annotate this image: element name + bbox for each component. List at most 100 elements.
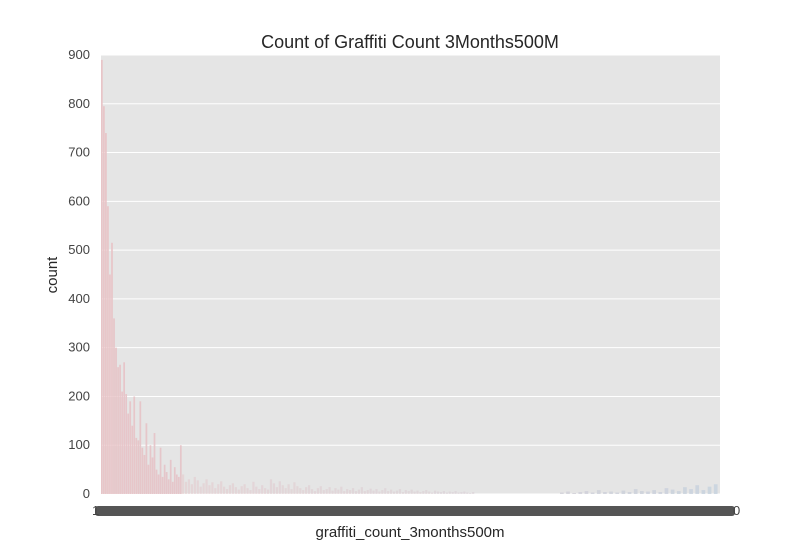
bar: [173, 467, 176, 494]
bar: [695, 485, 700, 494]
bar: [436, 491, 440, 494]
bar: [416, 490, 419, 494]
y-axis-label: count: [44, 256, 61, 294]
bar: [621, 490, 626, 494]
bar: [363, 491, 366, 494]
bar: [175, 474, 178, 494]
y-tick-label: 400: [68, 291, 90, 306]
bar: [147, 464, 150, 494]
bar: [167, 479, 170, 494]
bar: [141, 447, 144, 494]
bar: [413, 491, 416, 494]
bar: [121, 391, 123, 494]
bar: [127, 413, 130, 494]
bar: [269, 479, 273, 494]
bar: [261, 485, 264, 494]
bar: [199, 486, 202, 494]
bar: [670, 489, 675, 494]
bar: [401, 492, 404, 494]
bar: [407, 491, 410, 494]
bar: [275, 487, 278, 494]
bar: [442, 491, 445, 494]
bar: [328, 487, 331, 494]
bar: [566, 491, 570, 494]
bar: [109, 274, 111, 494]
bar: [584, 491, 589, 494]
bar: [157, 474, 160, 494]
bar: [646, 491, 650, 494]
bar: [398, 489, 402, 494]
bar: [392, 491, 396, 494]
bar: [609, 491, 613, 494]
bar: [640, 491, 644, 494]
bar: [223, 486, 226, 494]
bar: [190, 484, 193, 494]
bar: [387, 491, 390, 494]
bar: [179, 445, 182, 494]
bar: [159, 447, 162, 494]
bar: [137, 440, 140, 494]
y-tick-label: 200: [68, 388, 90, 403]
bar: [701, 490, 706, 494]
bar: [101, 59, 103, 494]
bar: [658, 492, 663, 494]
bar: [354, 491, 358, 494]
bar: [572, 493, 576, 494]
bar: [287, 484, 290, 494]
bar: [578, 492, 583, 494]
bar: [243, 484, 246, 494]
bar: [117, 367, 119, 494]
bar: [343, 491, 346, 494]
bar: [457, 492, 460, 494]
bar: [428, 491, 431, 494]
bar: [683, 487, 687, 494]
bar: [293, 482, 296, 494]
bar: [419, 492, 422, 494]
bar: [217, 484, 220, 494]
y-tick-label: 100: [68, 437, 90, 452]
bar: [469, 493, 472, 494]
bar: [615, 492, 620, 494]
bar: [331, 490, 334, 494]
bar: [145, 423, 148, 494]
bar: [448, 491, 451, 494]
bar: [372, 490, 375, 494]
bar: [384, 488, 387, 494]
bar: [381, 490, 384, 494]
x-axis-tick-labels-band: [95, 506, 735, 516]
bar: [240, 486, 243, 494]
bar: [360, 487, 363, 494]
bar: [378, 491, 381, 494]
y-tick-label: 500: [68, 242, 90, 257]
bar: [231, 483, 235, 494]
bar: [151, 457, 154, 494]
bar: [115, 347, 117, 494]
bar: [103, 106, 105, 494]
bar: [252, 481, 255, 494]
bar: [451, 492, 454, 494]
bar: [246, 488, 249, 494]
bar: [220, 481, 223, 494]
bar: [153, 433, 156, 494]
bars: [101, 59, 718, 495]
y-tick-label: 900: [68, 47, 90, 62]
bar: [560, 492, 564, 494]
bar: [349, 490, 352, 494]
bar: [237, 489, 240, 494]
y-tick-label: 0: [83, 486, 90, 501]
bar: [425, 490, 428, 494]
bar: [272, 483, 276, 494]
bar: [184, 481, 188, 494]
bar: [369, 488, 372, 494]
bar: [113, 318, 115, 494]
bar: [445, 492, 448, 494]
bar: [603, 492, 607, 494]
bar: [334, 488, 337, 494]
bar: [163, 464, 166, 494]
x-tick-label-last: 0: [733, 503, 740, 518]
grid-lines: [101, 54, 720, 495]
bar: [596, 490, 601, 494]
y-axis-ticks: 0 100 200 300 400 500 600 700 800 900: [68, 47, 90, 501]
bar: [346, 489, 349, 494]
bar: [205, 479, 208, 494]
